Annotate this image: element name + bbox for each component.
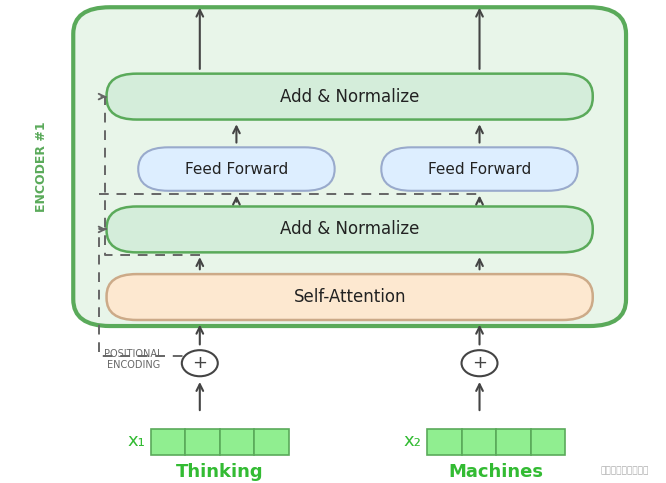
Text: +: +	[192, 354, 207, 372]
Text: Machines: Machines	[449, 463, 543, 481]
Bar	[496, 429, 531, 455]
FancyBboxPatch shape	[107, 73, 593, 119]
Text: Feed Forward: Feed Forward	[184, 161, 288, 177]
Text: Self-Attention: Self-Attention	[294, 288, 406, 306]
Bar	[220, 429, 254, 455]
FancyBboxPatch shape	[107, 207, 593, 252]
Bar	[427, 429, 462, 455]
Text: x₂: x₂	[404, 432, 422, 450]
Bar	[531, 429, 565, 455]
FancyBboxPatch shape	[139, 147, 334, 191]
FancyBboxPatch shape	[73, 7, 626, 326]
Circle shape	[182, 350, 218, 376]
Text: 公众号・老肖说两句: 公众号・老肖说两句	[601, 467, 649, 476]
Bar	[185, 429, 220, 455]
Bar	[462, 429, 496, 455]
Bar	[151, 429, 185, 455]
Bar	[254, 429, 289, 455]
Text: +: +	[472, 354, 487, 372]
Circle shape	[462, 350, 498, 376]
FancyBboxPatch shape	[381, 147, 577, 191]
Text: Add & Normalize: Add & Normalize	[280, 87, 420, 106]
Text: POSITIONAL
ENCODING: POSITIONAL ENCODING	[104, 349, 163, 370]
Text: x₁: x₁	[128, 432, 145, 450]
Text: Feed Forward: Feed Forward	[428, 161, 531, 177]
Text: Thinking: Thinking	[176, 463, 264, 481]
Text: ENCODER #1: ENCODER #1	[35, 121, 48, 212]
FancyBboxPatch shape	[107, 274, 593, 320]
Text: Add & Normalize: Add & Normalize	[280, 220, 420, 239]
